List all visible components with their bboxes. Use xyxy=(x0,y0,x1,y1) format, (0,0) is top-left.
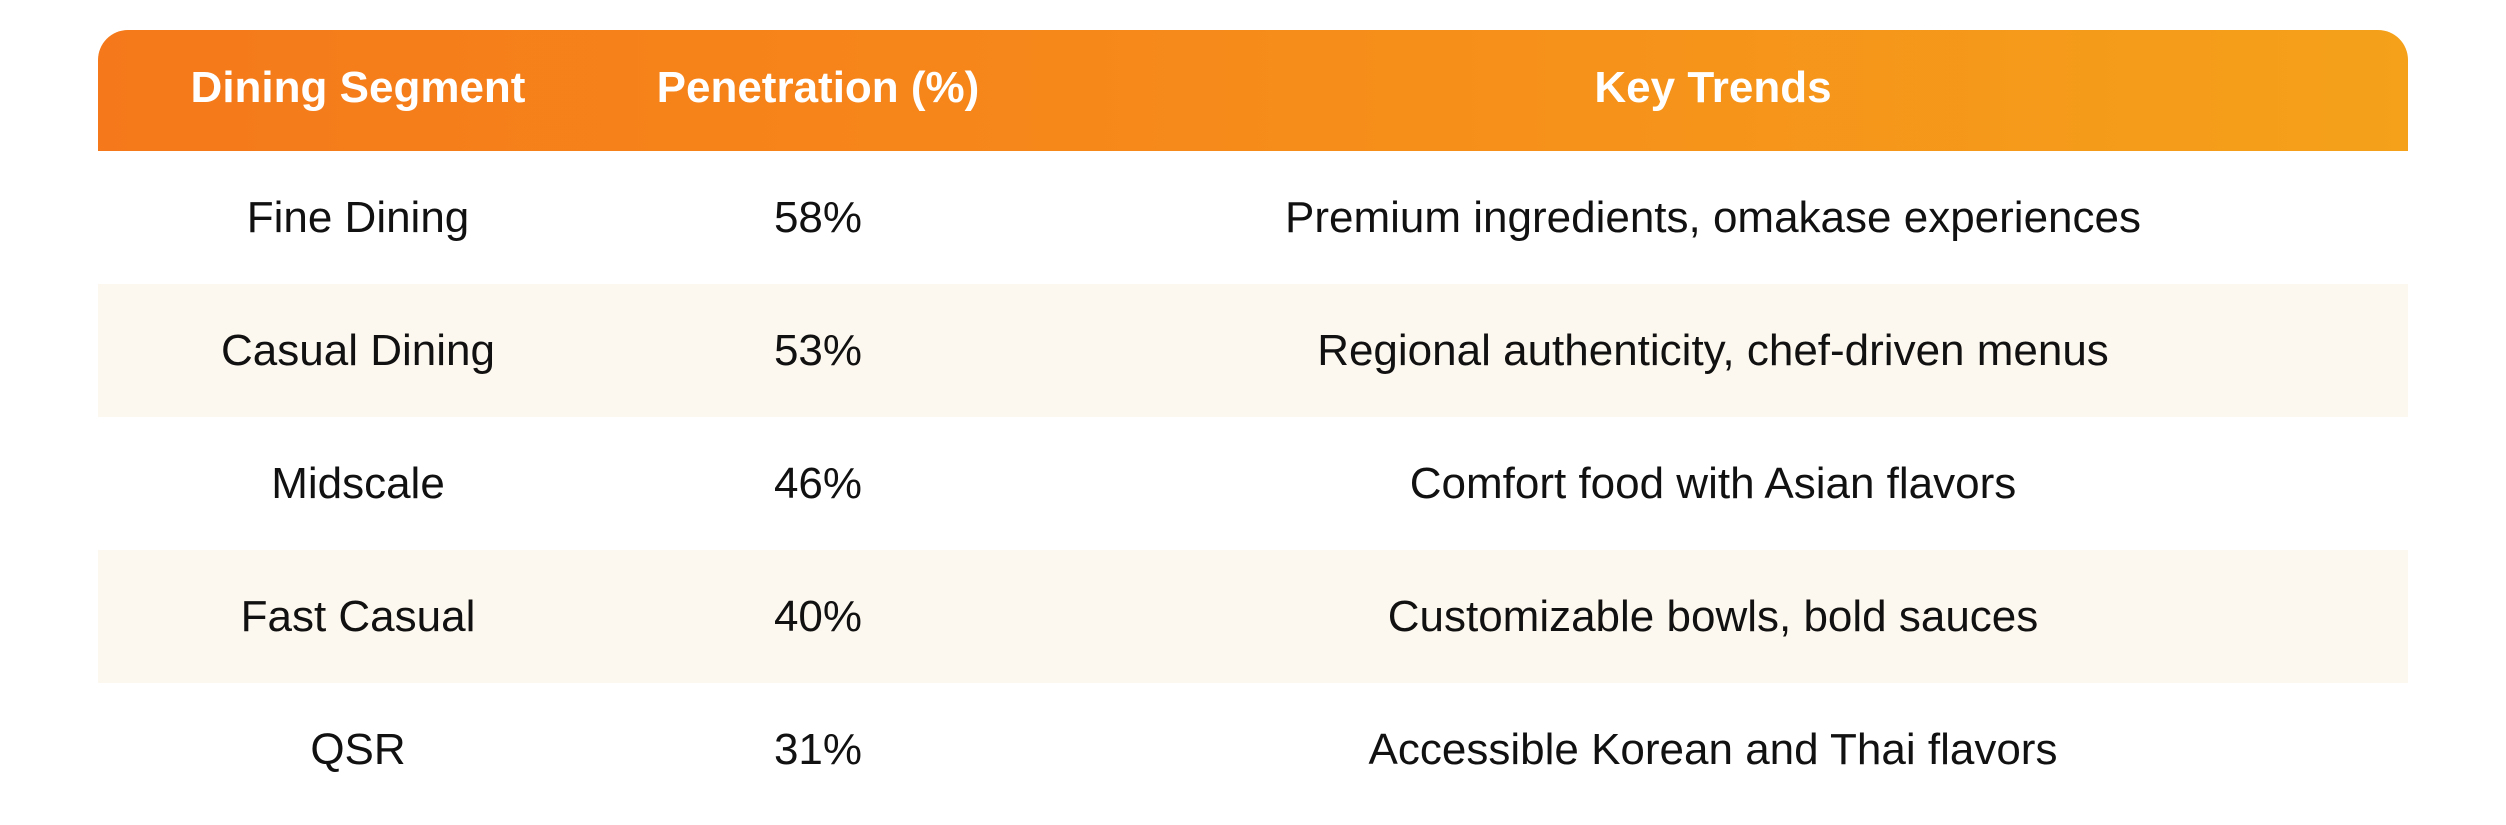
column-header-penetration: Penetration (%) xyxy=(656,62,980,112)
penetration-cell: 31% xyxy=(773,724,863,774)
penetration-cell: 58% xyxy=(773,192,863,242)
segment-cell: Midscale xyxy=(271,458,445,508)
table-header: Dining Segment Penetration (%) Key Trend… xyxy=(98,30,2408,151)
column-header-key-trends: Key Trends xyxy=(1594,62,1832,112)
segment-cell: Fast Casual xyxy=(240,591,476,641)
table-row: Casual Dining 53% Regional authenticity,… xyxy=(98,284,2408,417)
header-row: Dining Segment Penetration (%) Key Trend… xyxy=(98,30,2408,151)
trends-cell: Regional authenticity, chef-driven menus xyxy=(1317,325,2109,375)
table-row: Fast Casual 40% Customizable bowls, bold… xyxy=(98,550,2408,683)
trends-cell: Customizable bowls, bold sauces xyxy=(1387,591,2039,641)
segment-cell: Casual Dining xyxy=(221,325,495,375)
dining-segment-table: Dining Segment Penetration (%) Key Trend… xyxy=(98,30,2408,816)
segment-cell: Fine Dining xyxy=(246,192,470,242)
column-header-dining-segment: Dining Segment xyxy=(190,62,526,112)
table-row: Midscale 46% Comfort food with Asian fla… xyxy=(98,417,2408,550)
penetration-cell: 46% xyxy=(773,458,863,508)
table-row: QSR 31% Accessible Korean and Thai flavo… xyxy=(98,683,2408,816)
dining-segment-table-container: Dining Segment Penetration (%) Key Trend… xyxy=(98,30,2408,816)
segment-cell: QSR xyxy=(310,724,406,774)
trends-cell: Accessible Korean and Thai flavors xyxy=(1368,724,2058,774)
table-row: Fine Dining 58% Premium ingredients, oma… xyxy=(98,151,2408,284)
trends-cell: Comfort food with Asian flavors xyxy=(1409,458,2017,508)
penetration-cell: 40% xyxy=(773,591,863,641)
trends-cell: Premium ingredients, omakase experiences xyxy=(1285,192,2141,242)
table-body: Fine Dining 58% Premium ingredients, oma… xyxy=(98,151,2408,816)
penetration-cell: 53% xyxy=(773,325,863,375)
